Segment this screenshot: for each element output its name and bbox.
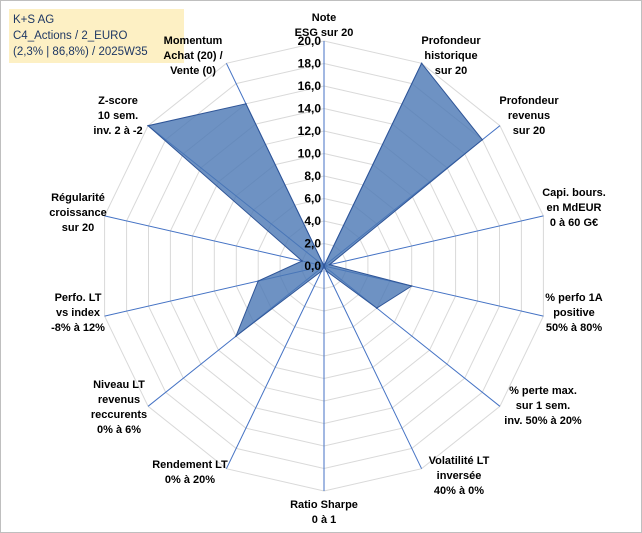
axis-spoke [225, 265, 325, 469]
tick-label: 2,0 [304, 237, 321, 251]
tick-label: 8,0 [304, 169, 321, 183]
axis-label: Régularité croissance sur 20 [49, 192, 106, 234]
axis-label: % perte max. sur 1 sem. inv. 50% à 20% [504, 385, 582, 427]
tick-label: 20,0 [298, 34, 322, 48]
data-point [245, 103, 247, 105]
axis-spoke [104, 215, 325, 267]
tick-label: 6,0 [304, 192, 321, 206]
axis-label: Note ESG sur 20 [295, 12, 354, 39]
tick-label: 18,0 [298, 57, 322, 71]
axis-label: Momentum Achat (20) / Vente (0) [163, 35, 222, 77]
info-company: K+S AG [13, 14, 55, 26]
data-point [320, 270, 323, 272]
axis-label: Niveau LT revenus reccurents 0% à 6% [91, 379, 147, 436]
axis-label: Profondeur revenus sur 20 [499, 95, 559, 137]
data-point [147, 124, 149, 127]
axis-label: Volatilité LT inversée 40% à 0% [429, 455, 490, 497]
axis-label: Perfo. LT vs index -8% à 12% [51, 292, 105, 334]
axis-label: Rendement LT 0% à 20% [152, 459, 228, 486]
data-point [410, 285, 413, 287]
axis-label: % perfo 1A positive 50% à 80% [545, 292, 603, 334]
info-category: C4_Actions / 2_EURO [13, 30, 128, 42]
axis-label: Ratio Sharpe 0 à 1 [290, 499, 358, 526]
data-point [301, 260, 303, 262]
data-point [481, 138, 484, 141]
data-point [257, 280, 260, 282]
data-point [376, 307, 378, 309]
data-point [420, 62, 423, 65]
data-point [328, 263, 331, 266]
tick-label: 0,0 [304, 259, 321, 273]
data-point [235, 335, 237, 337]
axis-spoke [323, 265, 423, 469]
tick-label: 10,0 [298, 147, 322, 161]
info-box: K+S AG C4_Actions / 2_EURO (2,3% | 86,8%… [9, 9, 184, 63]
info-stats: (2,3% | 86,8%) / 2025W35 [13, 46, 148, 58]
axis-spoke [323, 215, 544, 267]
data-point [325, 270, 328, 272]
tick-label: 4,0 [304, 214, 321, 228]
tick-label: 16,0 [298, 79, 322, 93]
axis-label: Profondeur historique sur 20 [421, 35, 481, 77]
tick-label: 12,0 [298, 124, 322, 138]
data-point [323, 265, 325, 267]
axis-label: Z-score 10 sem. inv. 2 à -2 [93, 95, 142, 137]
tick-label: 14,0 [298, 102, 322, 116]
axis-label: Capi. bours. en MdEUR 0 à 60 G€ [542, 187, 606, 229]
